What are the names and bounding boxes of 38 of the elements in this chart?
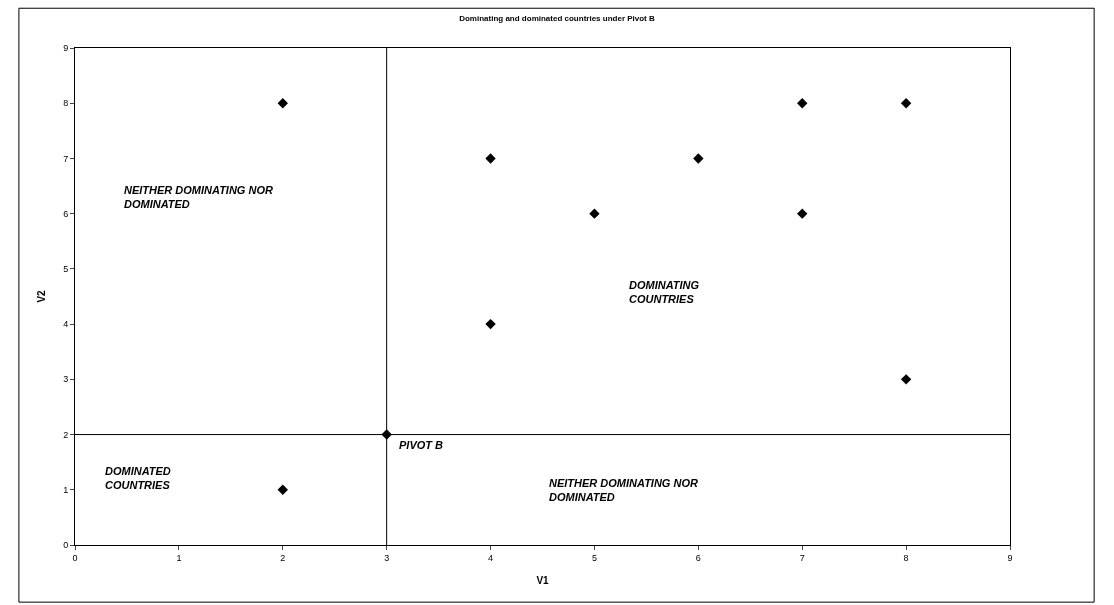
y-tick-label: 9 [63, 43, 69, 54]
point [589, 208, 600, 219]
x-axis-title: V1 [536, 575, 550, 587]
point [900, 98, 912, 109]
x-tick-label: 3 [384, 552, 390, 563]
y-tick-label: 5 [63, 264, 69, 275]
point [485, 153, 496, 164]
annotation: DOMINATED COUNTRIES [105, 465, 171, 492]
y-tick-label: 0 [63, 540, 69, 551]
y-axis-title: V2 [36, 289, 48, 303]
y-tick-label: 3 [63, 374, 69, 385]
point [277, 484, 288, 495]
x-tick-label: 5 [591, 552, 597, 563]
x-tick-label: 8 [903, 552, 909, 563]
x-tick-label: 4 [488, 552, 494, 563]
x-tick-label: 6 [695, 552, 701, 563]
point [797, 208, 808, 219]
y-tick-label: 8 [63, 98, 69, 109]
point [693, 153, 704, 164]
point [900, 374, 912, 385]
annotation: PIVOT B [399, 439, 444, 451]
y-tick-label: 4 [63, 319, 69, 330]
y-tick-label: 6 [63, 208, 69, 219]
x-tick-label: 9 [1007, 552, 1013, 563]
x-tick-label: 2 [280, 552, 286, 563]
annotation: DOMINATING COUNTRIES [629, 279, 700, 306]
y-tick-label: 1 [63, 484, 69, 495]
x-tick-label: 0 [72, 552, 78, 563]
annotation: NEITHER DOMINATING NOR DOMINATED [549, 477, 698, 504]
point [277, 98, 288, 109]
point [797, 98, 808, 109]
point [485, 318, 496, 330]
chart-title: Dominating and dominated countries under Pivot B [459, 13, 655, 23]
x-tick-label: 7 [799, 552, 805, 563]
annotation: NEITHER DOMINATING NOR DOMINATED [124, 184, 273, 211]
y-tick-label: 2 [63, 429, 69, 440]
x-tick-label: 1 [176, 552, 182, 563]
y-tick-label: 7 [63, 153, 69, 164]
